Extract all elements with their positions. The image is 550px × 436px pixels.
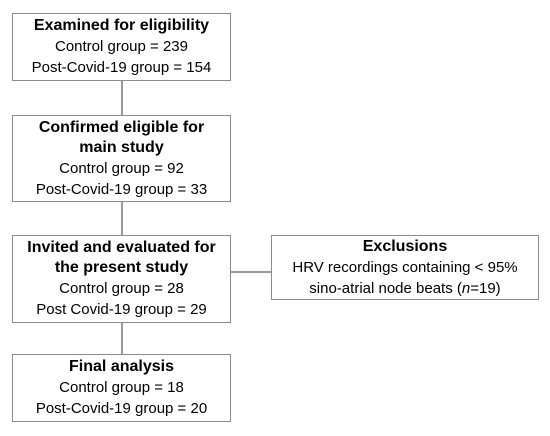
final-title: Final analysis bbox=[69, 358, 174, 375]
final-control-count: Control group = 18 bbox=[59, 379, 184, 396]
invited-title-line-1: Invited and evaluated for bbox=[27, 239, 216, 256]
connector-examined-to-confirmed bbox=[121, 81, 123, 115]
examined-box: Examined for eligibility Control group =… bbox=[12, 13, 231, 81]
confirmed-title-line-1: Confirmed eligible for bbox=[38, 118, 205, 136]
examined-control-count: Control group = 239 bbox=[54, 38, 188, 55]
exclusions-line-2-prefix: sino-atrial node beats ( bbox=[309, 279, 462, 297]
confirmed-postcovid-count: Post-Covid-19 group = 33 bbox=[35, 180, 208, 198]
invited-box: Invited and evaluated for the present st… bbox=[12, 235, 231, 323]
examined-title: Examined for eligibility bbox=[33, 17, 210, 34]
final-analysis-box: Final analysis Control group = 18 Post-C… bbox=[12, 354, 231, 422]
confirmed-title-line-2: main study bbox=[79, 138, 164, 156]
confirmed-control-count: Control group = 92 bbox=[59, 159, 184, 177]
exclusions-title: Exclusions bbox=[362, 237, 448, 255]
confirmed-box: Confirmed eligible for main study Contro… bbox=[12, 115, 231, 202]
examined-postcovid-count: Post-Covid-19 group = 154 bbox=[31, 59, 212, 76]
exclusions-line-1: HRV recordings containing < 95% bbox=[292, 258, 518, 276]
connector-invited-to-final bbox=[121, 323, 123, 354]
exclusions-n-symbol: n bbox=[461, 279, 471, 297]
invited-title-line-2: the present study bbox=[54, 259, 189, 276]
invited-postcovid-count: Post Covid-19 group = 29 bbox=[36, 301, 207, 318]
exclusions-box: Exclusions HRV recordings containing < 9… bbox=[271, 235, 539, 300]
final-postcovid-count: Post-Covid-19 group = 20 bbox=[35, 400, 208, 417]
exclusions-line-2: sino-atrial node beats (n=19) bbox=[309, 278, 500, 299]
connector-invited-to-exclusions bbox=[231, 271, 271, 273]
connector-confirmed-to-invited bbox=[121, 202, 123, 235]
invited-control-count: Control group = 28 bbox=[59, 280, 184, 297]
exclusions-line-2-suffix: =19) bbox=[470, 279, 501, 297]
